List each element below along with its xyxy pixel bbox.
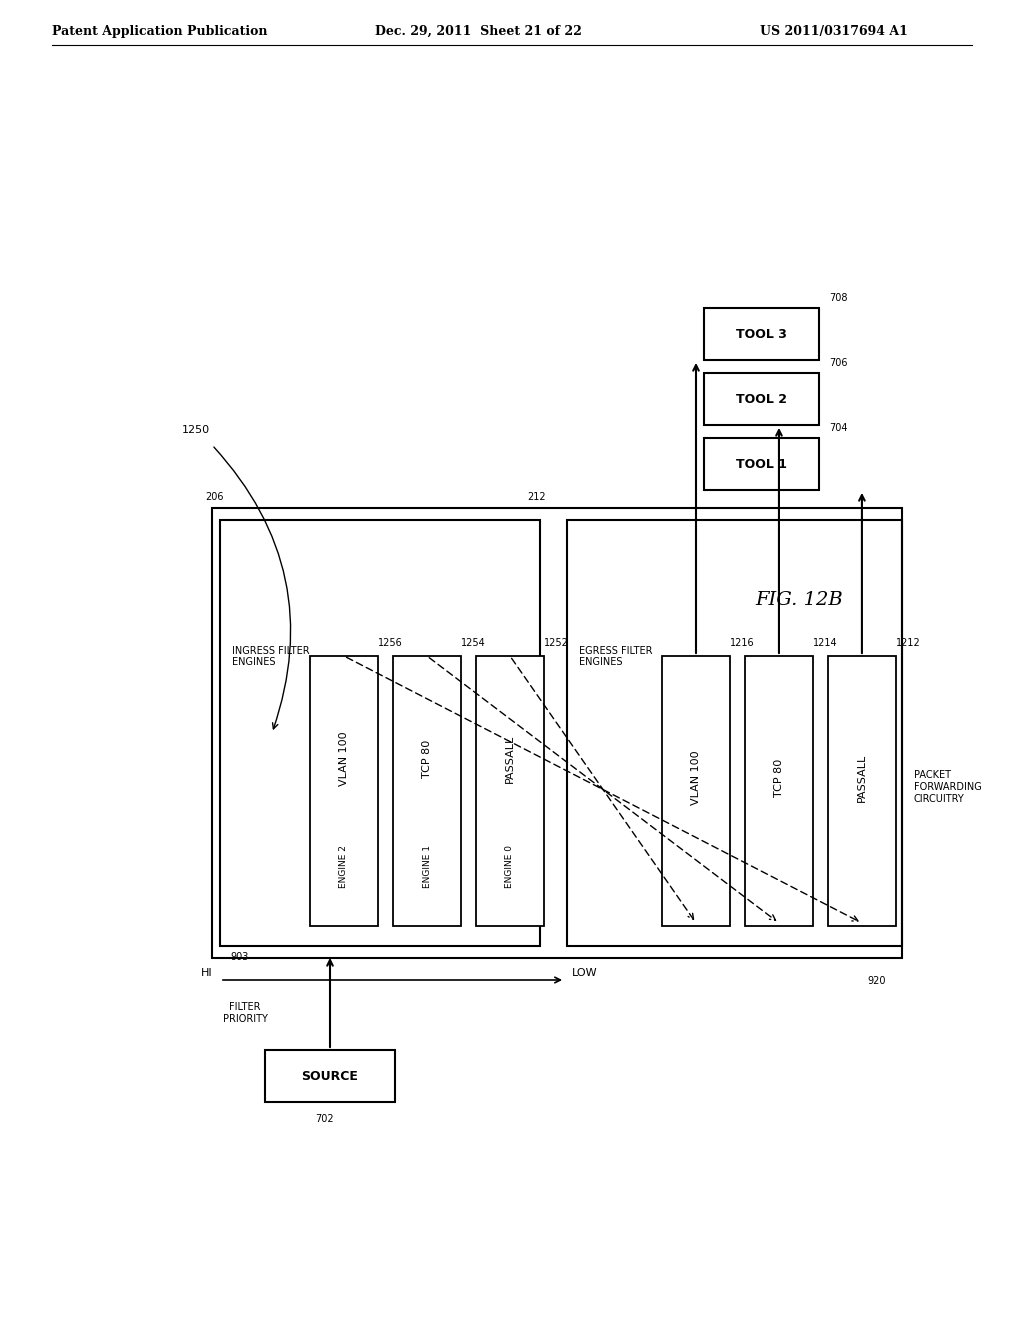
- FancyBboxPatch shape: [476, 656, 544, 927]
- Text: INGRESS FILTER
ENGINES: INGRESS FILTER ENGINES: [232, 645, 309, 667]
- Text: PASSALL: PASSALL: [505, 734, 515, 783]
- Text: TOOL 3: TOOL 3: [736, 327, 786, 341]
- Text: PACKET
FORWARDING
CIRCUITRY: PACKET FORWARDING CIRCUITRY: [914, 771, 982, 804]
- Text: VLAN 100: VLAN 100: [691, 750, 701, 805]
- Text: TCP 80: TCP 80: [422, 739, 432, 777]
- Text: 206: 206: [205, 492, 223, 502]
- Text: FIG. 12B: FIG. 12B: [755, 591, 843, 609]
- Text: 1252: 1252: [544, 638, 569, 648]
- Text: 903: 903: [230, 952, 249, 962]
- Text: TOOL 2: TOOL 2: [736, 392, 786, 405]
- Text: US 2011/0317694 A1: US 2011/0317694 A1: [760, 25, 908, 38]
- Text: Patent Application Publication: Patent Application Publication: [52, 25, 267, 38]
- Text: EGRESS FILTER
ENGINES: EGRESS FILTER ENGINES: [579, 645, 652, 667]
- Text: Dec. 29, 2011  Sheet 21 of 22: Dec. 29, 2011 Sheet 21 of 22: [375, 25, 582, 38]
- FancyBboxPatch shape: [310, 656, 378, 927]
- Text: 1254: 1254: [461, 638, 485, 648]
- Text: ENGINE 2: ENGINE 2: [340, 845, 348, 888]
- Text: TOOL 1: TOOL 1: [736, 458, 786, 470]
- FancyBboxPatch shape: [745, 656, 813, 927]
- Text: 1216: 1216: [730, 638, 755, 648]
- FancyBboxPatch shape: [828, 656, 896, 927]
- Text: TCP 80: TCP 80: [774, 759, 784, 797]
- Text: 212: 212: [527, 492, 546, 502]
- Text: 1250: 1250: [182, 425, 210, 436]
- Text: 702: 702: [315, 1114, 334, 1125]
- Text: VLAN 100: VLAN 100: [339, 731, 349, 785]
- Text: 920: 920: [867, 975, 886, 986]
- Text: 708: 708: [828, 293, 847, 304]
- FancyBboxPatch shape: [662, 656, 730, 927]
- FancyBboxPatch shape: [393, 656, 461, 927]
- Text: 706: 706: [828, 358, 847, 368]
- Text: LOW: LOW: [572, 968, 598, 978]
- Text: FILTER
PRIORITY: FILTER PRIORITY: [222, 1002, 267, 1023]
- Text: HI: HI: [201, 968, 212, 978]
- Text: SOURCE: SOURCE: [301, 1069, 358, 1082]
- Text: 1214: 1214: [813, 638, 838, 648]
- Text: PASSALL: PASSALL: [857, 754, 867, 801]
- Text: ENGINE 1: ENGINE 1: [423, 845, 431, 888]
- Text: 1212: 1212: [896, 638, 921, 648]
- Text: 1256: 1256: [378, 638, 402, 648]
- Text: ENGINE 0: ENGINE 0: [506, 845, 514, 888]
- Text: 704: 704: [828, 422, 847, 433]
